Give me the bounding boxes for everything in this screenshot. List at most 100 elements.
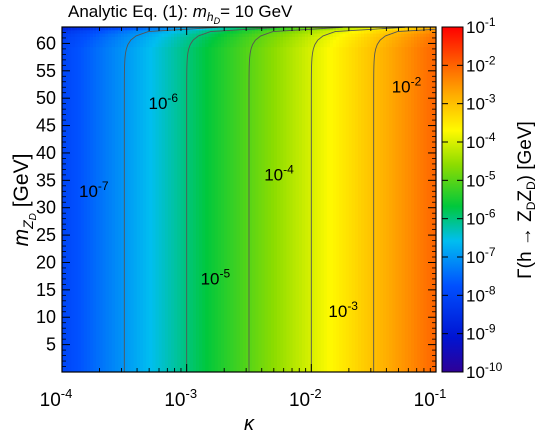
colorbar-tick-label: 10-6 <box>466 207 496 229</box>
heatmap-cell <box>398 27 403 372</box>
heatmap-cell <box>65 30 69 34</box>
heatmap-cell <box>342 30 347 34</box>
heatmap-cell <box>255 33 259 38</box>
heatmap-cell <box>417 27 422 372</box>
heatmap-cell <box>314 27 319 372</box>
heatmap-cell <box>158 36 163 41</box>
heatmap-cell <box>77 43 82 48</box>
heatmap-cell <box>333 40 337 44</box>
heatmap-cell <box>420 40 425 44</box>
heatmap-cell <box>143 30 147 34</box>
heatmap-cell <box>127 33 132 38</box>
contour-line <box>310 27 406 372</box>
heatmap-cell <box>211 27 216 372</box>
heatmap-cell <box>383 36 387 41</box>
heatmap-cell <box>370 43 375 48</box>
heatmap-cell <box>414 33 418 38</box>
heatmap-cell <box>407 33 412 38</box>
heatmap-cell <box>220 27 225 31</box>
heatmap-cell <box>99 27 104 31</box>
heatmap-cell <box>74 36 79 41</box>
heatmap-cell <box>308 33 312 38</box>
heatmap-cell <box>186 30 191 34</box>
heatmap-cell <box>249 27 253 372</box>
heatmap-cell <box>351 27 356 31</box>
colorbar-tick-label: 10-4 <box>466 130 496 152</box>
y-tick-label: 60 <box>36 33 56 53</box>
heatmap-cell <box>143 27 147 31</box>
heatmap-cell <box>102 43 107 48</box>
heatmap-cell <box>211 30 216 34</box>
heatmap-cell <box>392 36 397 41</box>
heatmap-cell <box>114 36 119 41</box>
heatmap-cell <box>227 27 231 31</box>
heatmap-cell <box>68 27 72 372</box>
heatmap-cell <box>330 40 334 44</box>
heatmap-cell <box>208 30 213 34</box>
heatmap-cell <box>161 27 166 31</box>
contour-line <box>123 27 219 372</box>
heatmap-cell <box>171 30 175 34</box>
heatmap-cell <box>192 33 197 38</box>
heatmap-cell <box>62 27 66 31</box>
heatmap-cell <box>361 30 365 34</box>
heatmap-cell <box>74 43 79 48</box>
heatmap-cell <box>224 43 228 48</box>
heatmap-cell <box>286 43 291 48</box>
heatmap-cell <box>177 33 182 38</box>
heatmap-cell <box>414 30 418 34</box>
y-tick-label: 40 <box>36 143 56 163</box>
heatmap-cell <box>121 40 125 44</box>
heatmap-cell <box>245 27 250 372</box>
heatmap-cell <box>354 27 359 31</box>
heatmap-cell <box>152 27 157 372</box>
heatmap-cell <box>233 33 238 38</box>
heatmap-cell <box>411 30 415 34</box>
heatmap-cell <box>301 30 306 34</box>
heatmap-cell <box>139 27 144 372</box>
heatmap-cell <box>395 33 400 38</box>
heatmap-cell <box>155 33 160 38</box>
heatmap-cell <box>233 27 238 372</box>
heatmap-cell <box>289 30 294 34</box>
heatmap-cell <box>177 36 182 41</box>
heatmap-cell <box>383 40 387 44</box>
colorbar-tick-label: 10-2 <box>466 53 496 75</box>
heatmap-cell <box>133 36 138 41</box>
heatmap-cell <box>404 27 409 372</box>
heatmap-cell <box>255 40 259 44</box>
heatmap-cell <box>392 33 397 38</box>
heatmap-cell <box>242 43 247 48</box>
heatmap-cell <box>249 43 253 48</box>
heatmap-cell <box>143 40 147 44</box>
heatmap-cell <box>62 27 66 372</box>
heatmap-cell <box>192 30 197 34</box>
heatmap-cell <box>149 40 153 44</box>
heatmap-cell <box>376 27 381 372</box>
x-axis-ticks: 10-4 10-3 10-2 10-1 <box>40 27 446 411</box>
heatmap-cell <box>133 43 138 48</box>
heatmap-cell <box>395 36 400 41</box>
heatmap-cell <box>273 36 278 41</box>
heatmap-cell <box>417 43 422 48</box>
heatmap-cell <box>186 27 191 372</box>
heatmap-cell <box>317 43 322 48</box>
heatmap-cell <box>411 27 415 372</box>
heatmap-cell <box>348 30 353 34</box>
heatmap-cell <box>420 33 425 38</box>
heatmap-cell <box>146 33 150 38</box>
heatmap-cell <box>420 30 425 34</box>
contour-labels: 10-7 10-6 10-5 10-4 10-3 10-2 <box>79 75 422 322</box>
heatmap-cell <box>314 36 319 41</box>
heatmap-cell <box>401 40 406 44</box>
heatmap-cell <box>105 43 110 48</box>
heatmap-cell <box>139 40 144 44</box>
heatmap-cell <box>258 36 263 41</box>
heatmap-cell <box>233 36 238 41</box>
heatmap-cell <box>199 36 203 41</box>
heatmap-cell <box>358 27 362 31</box>
heatmap-cell <box>220 33 225 38</box>
heatmap-cell <box>426 27 431 372</box>
heatmap-cell <box>199 27 203 31</box>
